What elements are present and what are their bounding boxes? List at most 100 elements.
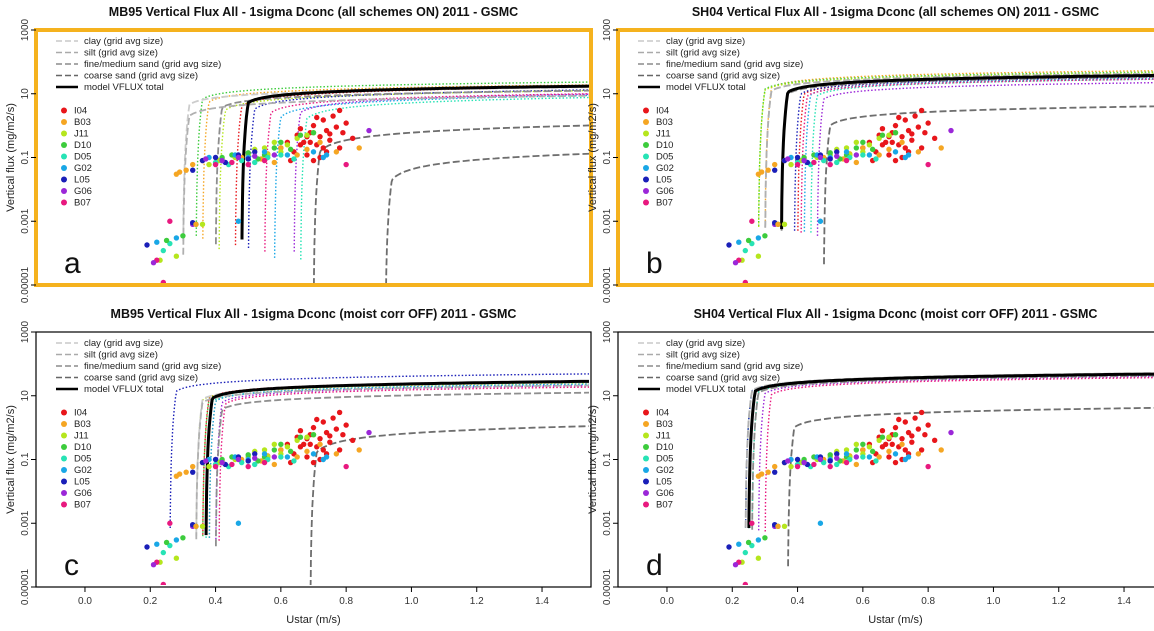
obs-point-l05 [726, 242, 732, 248]
legend-site-label: B07 [74, 500, 91, 511]
obs-point-j11 [866, 444, 873, 450]
obs-point-i04 [310, 459, 317, 466]
obs-point-i04 [314, 114, 320, 121]
model-line-3 [313, 124, 589, 283]
y-axis-label: Vertical flux (mg/m2/s) [5, 405, 17, 514]
obs-point-i04 [909, 433, 915, 439]
obs-point-g02 [323, 454, 330, 460]
legend-site-label: L05 [656, 175, 672, 186]
site-curve-d05 [810, 78, 1154, 233]
obs-point-g02 [843, 149, 850, 155]
legend-site-marker [61, 153, 67, 160]
legend-label: coarse sand (grid avg size) [666, 373, 780, 384]
obs-point-i04 [902, 117, 908, 123]
obs-point-b03 [886, 448, 892, 455]
obs-point-d10 [271, 145, 278, 151]
obs-point-j11 [304, 434, 310, 440]
obs-point-b03 [356, 145, 362, 151]
panel-letter: b [646, 247, 663, 280]
obs-point-i04 [892, 157, 899, 164]
legend-site-label: I04 [74, 106, 87, 117]
legend-site-label: B03 [74, 419, 91, 430]
x-tick-label: 0.8 [339, 596, 353, 607]
obs-point-d10 [245, 150, 251, 156]
obs-point-b07 [827, 463, 833, 470]
y-tick-label: 0.1 [20, 150, 31, 164]
obs-point-d10 [310, 431, 317, 438]
obs-point-i04 [297, 126, 304, 132]
model-line-5 [240, 84, 589, 240]
obs-point-b03 [294, 152, 300, 158]
legend-label: silt (grid avg size) [666, 350, 740, 361]
legend-label: silt (grid avg size) [666, 48, 740, 59]
obs-point-i04 [336, 409, 343, 416]
obs-point-i04 [327, 131, 333, 137]
obs-point-d10 [762, 233, 768, 239]
obs-point-d10 [827, 150, 833, 156]
obs-point-g06 [834, 153, 840, 159]
y-axis-label: Vertical flux (mg/m2/s) [587, 405, 599, 514]
model-line-3 [823, 105, 1154, 265]
obs-point-i04 [330, 415, 336, 421]
obs-point-d10 [163, 539, 170, 546]
legend-site-marker [61, 409, 67, 416]
legend-site-label: G02 [74, 465, 92, 476]
obs-point-d05 [160, 549, 167, 556]
legend-site-marker [643, 478, 649, 485]
legend-site-label: B07 [656, 500, 673, 511]
site-curve-l05 [247, 89, 589, 249]
x-tick-label: 1.2 [1052, 596, 1066, 607]
obs-point-b07 [167, 218, 173, 224]
obs-point-d10 [853, 145, 860, 151]
obs-point-g06 [235, 456, 242, 463]
model-line-4 [780, 73, 1154, 230]
legend-label: model VFLUX total [666, 384, 746, 395]
obs-point-i04 [304, 454, 310, 460]
obs-point-b03 [886, 146, 892, 153]
model-line-2 [215, 89, 589, 245]
obs-point-g06 [271, 454, 278, 460]
obs-point-i04 [327, 137, 333, 143]
obs-point-i04 [899, 435, 905, 442]
x-tick-label: 0.8 [921, 596, 935, 607]
obs-point-i04 [892, 122, 899, 129]
y-tick-label: 1000 [20, 18, 31, 41]
site-curve-b03 [202, 84, 589, 239]
legend-site-label: I04 [74, 408, 87, 419]
y-tick-label: 0.00001 [602, 266, 613, 303]
obs-point-j11 [284, 142, 291, 148]
obs-point-j11 [173, 555, 180, 561]
legend-label: model VFLUX total [666, 82, 746, 93]
legend-site-label: G02 [656, 465, 674, 476]
obs-point-l05 [245, 156, 251, 162]
obs-point-j11 [843, 447, 850, 453]
obs-point-g02 [843, 451, 850, 457]
obs-point-g06 [785, 458, 791, 464]
legend-site-marker [61, 188, 67, 194]
obs-point-b03 [271, 461, 278, 468]
legend-site-label: J11 [74, 129, 89, 140]
obs-point-g06 [732, 260, 739, 266]
plot-area [726, 70, 1154, 283]
obs-point-l05 [834, 451, 840, 457]
obs-point-l05 [827, 458, 833, 464]
obs-point-b07 [212, 161, 219, 168]
obs-point-d10 [163, 237, 170, 244]
obs-point-b03 [317, 139, 323, 145]
obs-point-i04 [915, 124, 922, 130]
obs-point-d10 [297, 132, 304, 138]
obs-point-g02 [866, 454, 873, 460]
legend-site-label: G02 [74, 163, 92, 174]
obs-point-b07 [343, 161, 349, 168]
obs-point-b03 [765, 167, 771, 173]
x-tick-label: 0.0 [660, 596, 674, 607]
legend-site-marker [61, 455, 67, 462]
obs-point-d10 [278, 441, 284, 447]
legend-site-marker [61, 467, 67, 473]
legend-site-marker [61, 501, 67, 508]
obs-point-b03 [304, 146, 310, 153]
obs-point-d10 [180, 535, 186, 541]
legend-label: clay (grid avg size) [84, 338, 163, 349]
obs-point-g02 [261, 451, 268, 457]
plot-area [726, 372, 1154, 585]
